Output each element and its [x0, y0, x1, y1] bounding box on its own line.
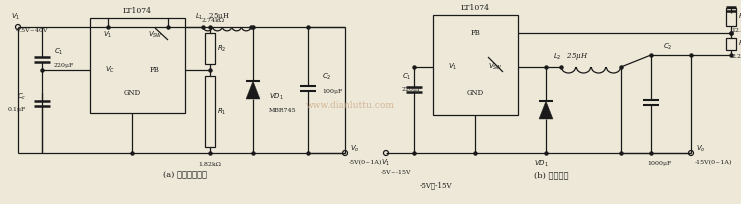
- Bar: [433, 15, 518, 115]
- Text: GND: GND: [124, 89, 141, 97]
- Text: $R_1$: $R_1$: [217, 106, 227, 117]
- Text: $L_2$   25μH: $L_2$ 25μH: [554, 51, 589, 61]
- Text: 12.7kΩ: 12.7kΩ: [731, 28, 741, 32]
- Text: 1.82kΩ: 1.82kΩ: [199, 162, 222, 166]
- Text: -5V～-15V: -5V～-15V: [419, 181, 452, 189]
- Text: $V_o$: $V_o$: [350, 144, 359, 154]
- Text: $VD_1$: $VD_1$: [534, 159, 548, 169]
- Text: $V_{SW}$: $V_{SW}$: [488, 62, 502, 72]
- Text: 4.5V~40V: 4.5V~40V: [16, 28, 48, 32]
- Text: FB: FB: [471, 29, 480, 37]
- Text: $R_1$: $R_1$: [738, 39, 741, 49]
- Text: $V_{o}$: $V_{o}$: [696, 144, 705, 154]
- Text: $C_2$: $C_2$: [663, 42, 673, 52]
- Text: 100μF: 100μF: [322, 90, 342, 94]
- Text: $C_1$: $C_1$: [402, 72, 411, 82]
- Text: -15V(0~1A): -15V(0~1A): [695, 160, 732, 166]
- Text: $V_C$: $V_C$: [105, 65, 115, 75]
- Text: www.dianluttu.com: www.dianluttu.com: [305, 101, 394, 110]
- Text: MBR745: MBR745: [269, 108, 296, 112]
- Text: -5V(0~1A): -5V(0~1A): [349, 160, 382, 166]
- Text: $V_1$: $V_1$: [448, 62, 458, 72]
- Text: 2.21kΩ: 2.21kΩ: [731, 53, 741, 59]
- Bar: [205, 33, 215, 64]
- Text: 220μF: 220μF: [54, 62, 74, 68]
- Polygon shape: [246, 81, 260, 99]
- Bar: [726, 38, 736, 50]
- Text: $R_2$: $R_2$: [217, 43, 227, 54]
- Polygon shape: [539, 101, 553, 119]
- Text: $C_c$: $C_c$: [16, 92, 26, 102]
- Text: $R_2$: $R_2$: [738, 12, 741, 22]
- Text: $V_1$: $V_1$: [103, 30, 113, 40]
- Text: $V_{SW}$: $V_{SW}$: [147, 30, 162, 40]
- Bar: [726, 8, 736, 26]
- Text: LT1074: LT1074: [461, 4, 490, 12]
- Bar: [90, 18, 185, 113]
- Text: -5V~-15V: -5V~-15V: [381, 171, 411, 175]
- Text: GND: GND: [466, 89, 484, 97]
- Text: 1000μF: 1000μF: [647, 162, 671, 166]
- Text: LT1074: LT1074: [123, 7, 152, 15]
- Bar: [205, 76, 215, 147]
- Text: $L_1$   25μH: $L_1$ 25μH: [196, 11, 230, 22]
- Text: $C_2$: $C_2$: [322, 72, 331, 82]
- Text: $V_1$: $V_1$: [382, 158, 391, 168]
- Text: $C_1$: $C_1$: [54, 47, 64, 57]
- Text: FB: FB: [150, 66, 160, 74]
- Text: 0.1μF: 0.1μF: [7, 108, 26, 112]
- Text: $V_1$: $V_1$: [11, 12, 21, 22]
- Text: 220μF: 220μF: [402, 88, 422, 92]
- Text: 2.74kΩ: 2.74kΩ: [202, 18, 225, 22]
- Text: (a) 极性反转电路: (a) 极性反转电路: [163, 171, 207, 179]
- Text: (b) 升压电路: (b) 升压电路: [534, 171, 568, 179]
- Text: $VD_1$: $VD_1$: [269, 92, 284, 102]
